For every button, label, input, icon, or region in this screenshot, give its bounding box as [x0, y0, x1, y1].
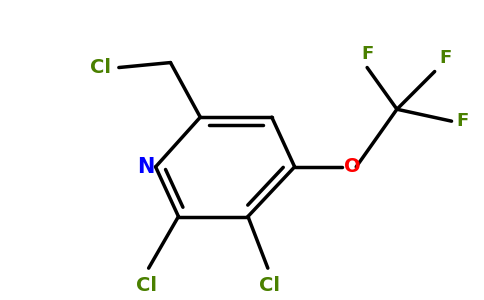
Text: F: F — [456, 112, 469, 130]
Text: Cl: Cl — [259, 276, 280, 295]
Text: F: F — [439, 49, 452, 67]
Text: Cl: Cl — [136, 276, 157, 295]
Text: F: F — [361, 45, 373, 63]
Text: Cl: Cl — [90, 58, 111, 77]
Text: O: O — [344, 157, 361, 176]
Text: N: N — [137, 157, 154, 177]
